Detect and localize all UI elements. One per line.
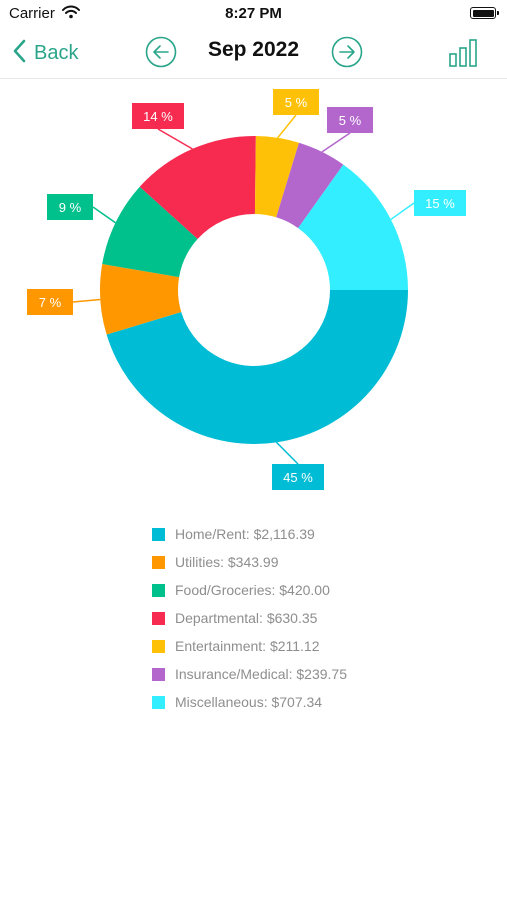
legend-label: Home/Rent: $2,116.39 [175, 526, 315, 542]
pie-slice-home-rent[interactable] [106, 290, 409, 444]
legend-label: Miscellaneous: $707.34 [175, 694, 323, 710]
previous-month-button[interactable] [145, 36, 177, 73]
pie-slice-entertainment[interactable] [254, 136, 299, 218]
legend-swatch [152, 667, 165, 681]
legend: Home/Rent: $2,116.39 Utilities: $343.99 Fo… [152, 520, 347, 716]
percent-label: 14 % [143, 109, 173, 124]
callout-line [275, 441, 299, 465]
legend-item: Entertainment: $211.12 [152, 632, 347, 660]
arrow-right-circle-icon [331, 36, 363, 72]
percent-callout-box [414, 190, 466, 216]
legend-item: Miscellaneous: $707.34 [152, 688, 347, 716]
percent-label: 45 % [283, 470, 313, 485]
percent-label: 15 % [425, 196, 455, 211]
legend-swatch [152, 611, 165, 625]
callout-line [321, 132, 351, 153]
percent-callout-box [272, 464, 324, 490]
chevron-left-icon [12, 39, 26, 68]
nav-bar: Back Sep 2022 [0, 28, 507, 79]
legend-label: Entertainment: $211.12 [175, 638, 320, 654]
wifi-icon [62, 5, 80, 24]
legend-label: Insurance/Medical: $239.75 [175, 666, 347, 682]
legend-item: Utilities: $343.99 [152, 548, 347, 576]
percent-label: 9 % [59, 200, 82, 215]
battery-icon [470, 7, 499, 19]
callout-line [277, 114, 297, 139]
status-time: 8:27 PM [225, 5, 282, 22]
back-label: Back [34, 41, 79, 64]
percent-callout-box [27, 289, 73, 315]
arrow-left-circle-icon [145, 36, 177, 72]
legend-label: Food/Groceries: $420.00 [175, 582, 330, 598]
legend-item: Insurance/Medical: $239.75 [152, 660, 347, 688]
percent-callout-box [327, 107, 373, 133]
percent-callout-box [273, 89, 319, 115]
legend-swatch [152, 695, 165, 709]
legend-swatch [152, 527, 165, 541]
legend-item: Food/Groceries: $420.00 [152, 576, 347, 604]
legend-label: Utilities: $343.99 [175, 554, 279, 570]
legend-swatch [152, 583, 165, 597]
pie-slice-food-groceries[interactable] [102, 186, 198, 278]
donut-chart: 45 % 7 % 9 % 14 % 5 % 5 % 15 % [27, 89, 466, 490]
legend-swatch [152, 639, 165, 653]
status-bar: Carrier 8:27 PM [0, 0, 507, 28]
bar-chart-icon [447, 39, 479, 73]
legend-swatch [152, 555, 165, 569]
percent-callout-box [47, 194, 93, 220]
legend-item: Departmental: $630.35 [152, 604, 347, 632]
callout-line [92, 206, 116, 224]
percent-label: 5 % [285, 95, 308, 110]
pie-slice-insurance-medical[interactable] [276, 142, 344, 229]
pie-slice-miscellaneous[interactable] [298, 164, 408, 290]
next-month-button[interactable] [331, 36, 363, 73]
percent-label: 5 % [339, 113, 362, 128]
carrier-label: Carrier [9, 5, 55, 22]
percent-callout-box [132, 103, 184, 129]
legend-item: Home/Rent: $2,116.39 [152, 520, 347, 548]
callout-line [72, 298, 101, 303]
back-button[interactable]: Back [12, 36, 78, 70]
percent-label: 7 % [39, 295, 62, 310]
pie-slice-utilities[interactable] [100, 264, 182, 335]
bar-chart-button[interactable] [447, 37, 479, 74]
callout-line [390, 202, 415, 221]
pie-slice-departmental[interactable] [139, 136, 256, 240]
callout-line [157, 128, 193, 150]
legend-label: Departmental: $630.35 [175, 610, 318, 626]
